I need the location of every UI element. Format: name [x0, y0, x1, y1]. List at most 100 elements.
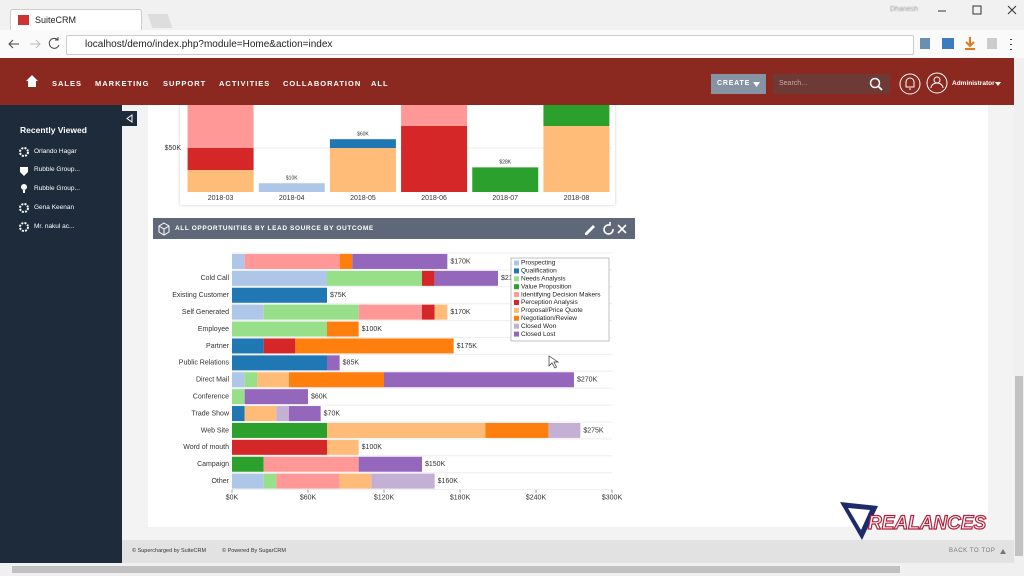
bar-segment [434, 304, 448, 320]
recent-item[interactable]: Orlando Hagar [34, 148, 77, 155]
nav-item[interactable]: ACTIVITIES [219, 79, 271, 88]
cursor [548, 355, 560, 369]
dashlet-icon [158, 222, 170, 236]
x-tick-label: $60K [300, 494, 317, 501]
bar-segment [263, 338, 296, 354]
search-box[interactable]: Search... [773, 74, 890, 94]
bar-segment [232, 270, 327, 286]
category-label: Cold Call [201, 275, 230, 282]
bar-segment [472, 167, 539, 192]
recent-item[interactable]: Gena Keenan [34, 204, 75, 211]
legend-label: Identifying Decision Makers [521, 291, 601, 298]
bar-segment [232, 304, 264, 320]
legend-label: Closed Lost [521, 331, 556, 338]
refresh[interactable] [603, 222, 614, 235]
search-icon[interactable] [869, 77, 883, 91]
bar-segment [485, 422, 549, 438]
back-to-top[interactable]: BACK TO TOP [949, 548, 996, 554]
bar-segment [276, 473, 340, 489]
bar-segment [371, 473, 435, 489]
legend-swatch [514, 307, 519, 313]
download[interactable] [965, 37, 975, 50]
nav-item[interactable]: ALL [371, 79, 389, 88]
category-label: Existing Customer [172, 292, 229, 299]
sidebar-toggle[interactable] [122, 111, 137, 126]
bar-segment [244, 253, 340, 269]
notifications[interactable] [899, 73, 921, 95]
bar-segment [434, 270, 498, 286]
total-label: $170K [450, 258, 471, 265]
footer-text: © Powered By SugarCRM [222, 548, 286, 554]
maximize[interactable] [972, 5, 982, 15]
create-label: CREATE [717, 80, 751, 87]
bar-segment [548, 422, 581, 438]
h-scrollbar[interactable] [0, 563, 1024, 576]
category-label: Conference [193, 393, 229, 400]
nav-item[interactable]: MARKETING [95, 79, 150, 88]
v-scrollbar[interactable] [1014, 58, 1024, 563]
legend-swatch [514, 315, 519, 321]
legend-swatch [514, 276, 519, 282]
nav-item[interactable]: SUPPORT [163, 79, 207, 88]
footer-text: © Supercharged by SuiteCRM [132, 548, 207, 554]
forward[interactable] [30, 39, 41, 49]
ext-icon[interactable] [987, 38, 997, 49]
nav-item[interactable]: COLLABORATION [283, 79, 362, 88]
edit[interactable] [585, 225, 595, 235]
recent-item[interactable]: Rubble Group... [34, 185, 80, 192]
bar-segment [295, 338, 454, 354]
category-label: Public Relations [179, 360, 230, 367]
ext-icon[interactable] [920, 38, 930, 49]
total-label: $275K [583, 427, 604, 434]
create-button[interactable]: CREATE [711, 74, 766, 94]
avatar[interactable] [926, 72, 948, 94]
bar-segment [358, 456, 422, 472]
recent-item[interactable]: Mr. nakul ac... [34, 223, 75, 230]
category-label: Employee [198, 326, 229, 333]
v-thumb[interactable] [1015, 376, 1023, 556]
browser-tab[interactable]: SuiteCRM [10, 9, 142, 31]
bar-segment [276, 406, 289, 422]
home[interactable] [25, 74, 39, 88]
legend-box [510, 257, 610, 342]
bar-segment [289, 406, 321, 422]
category-label: Other [211, 478, 229, 485]
bar-segment [258, 183, 325, 192]
bar-segment [401, 104, 468, 126]
watermark-text: REALANCES [868, 513, 987, 534]
total-label: $175K [457, 343, 478, 350]
bar-segment [329, 148, 396, 192]
user-caret [995, 82, 1001, 86]
bar-segment [401, 126, 468, 192]
tab-title: SuiteCRM [35, 15, 77, 25]
dashlet-title: ALL OPPORTUNITIES BY LEAD SOURCE BY OUTC… [175, 225, 374, 232]
reload[interactable] [48, 37, 60, 49]
close[interactable] [1007, 5, 1017, 15]
bar-segment [422, 304, 435, 320]
back[interactable] [8, 39, 19, 49]
x-tick-label: $120K [374, 494, 395, 501]
sidebar-title: Recently Viewed [20, 125, 87, 135]
address-box[interactable]: localhost/demo/index.php?module=Home&act… [66, 35, 914, 55]
category-label: Campaign [197, 461, 229, 468]
sidebar: Recently Viewed [0, 105, 122, 563]
bar-segment [329, 139, 396, 148]
total-label: $100K [362, 444, 383, 451]
url: localhost/demo/index.php?module=Home&act… [85, 39, 333, 50]
ext-icon[interactable] [942, 38, 954, 49]
extensions [920, 37, 1012, 50]
nav-item[interactable]: SALES [52, 79, 83, 88]
h-thumb[interactable] [12, 566, 900, 573]
recent-item[interactable]: Rubble Group... [34, 166, 80, 173]
close-dashlet[interactable] [617, 224, 627, 234]
category-label: Web Site [201, 427, 229, 434]
bar-segment [232, 473, 264, 489]
bar-segment [232, 253, 245, 269]
bar-segment [187, 148, 254, 170]
x-tick-label: 2018-05 [350, 195, 376, 202]
x-tick-label: $240K [526, 494, 547, 501]
nav-user[interactable]: Administrator [952, 80, 995, 87]
bar-segment [244, 372, 258, 388]
total-label: $60K [311, 393, 328, 400]
